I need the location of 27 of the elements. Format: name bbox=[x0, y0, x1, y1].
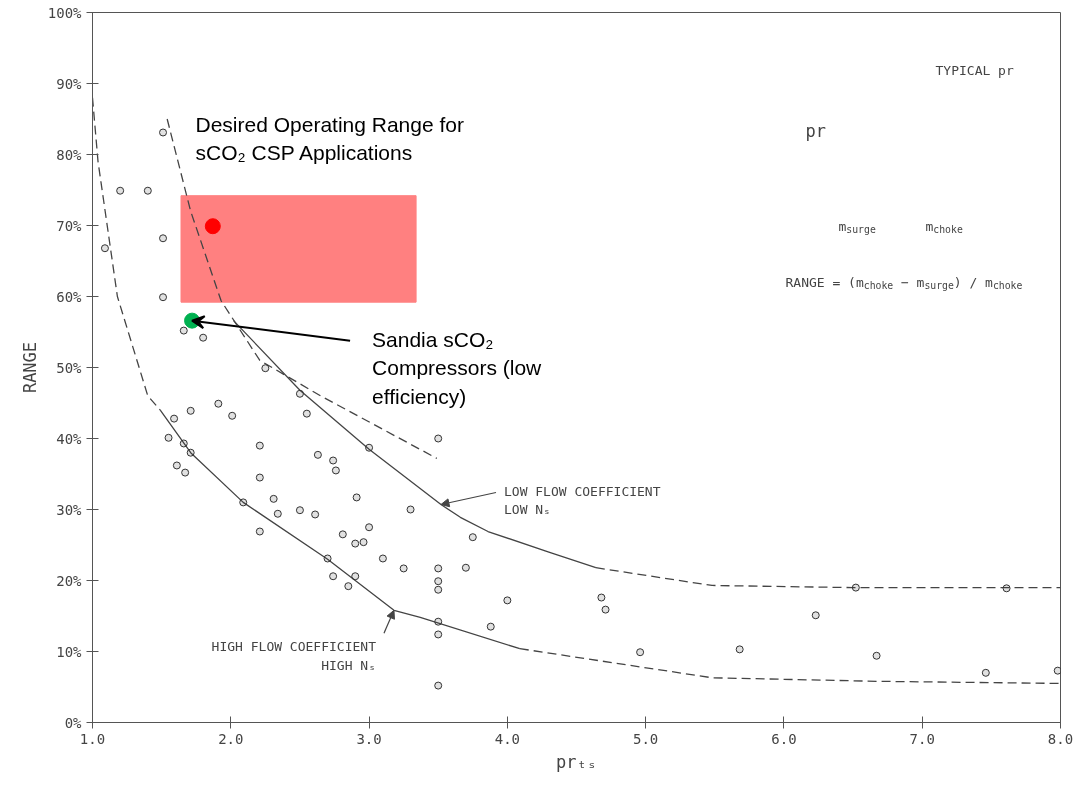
y-tick-label: 40% bbox=[56, 430, 83, 447]
y-tick-label: 90% bbox=[56, 75, 83, 92]
annotation: HIGH FLOW COEFFICIENT HIGH Nₛ bbox=[211, 639, 377, 674]
y-tick-label: 20% bbox=[56, 572, 83, 589]
annotation: Desired Operating Range for sCO₂ CSP Applications bbox=[195, 112, 464, 165]
y-tick-label: 0% bbox=[64, 714, 83, 731]
y-axis-title: RANGE bbox=[19, 341, 40, 394]
y-tick-label: 50% bbox=[56, 359, 83, 376]
annotation: Sandia sCO₂ Compressors (low efficiency) bbox=[372, 327, 543, 409]
y-tick-label: 30% bbox=[56, 501, 83, 518]
y-tick-label: 60% bbox=[56, 288, 83, 305]
x-tick-label: 8.0 bbox=[1047, 730, 1074, 747]
y-tick-label: 100% bbox=[47, 4, 83, 21]
x-tick-label: 2.0 bbox=[218, 730, 244, 747]
annotation: TYPICAL pr bbox=[935, 62, 1014, 78]
x-tick-label: 7.0 bbox=[909, 730, 935, 747]
y-tick-label: 70% bbox=[56, 217, 83, 234]
x-tick-label: 5.0 bbox=[633, 730, 659, 747]
x-axis-title: prₜₛ bbox=[556, 751, 597, 772]
x-tick-label: 4.0 bbox=[494, 730, 521, 747]
x-tick-label: 3.0 bbox=[356, 730, 382, 747]
annotation: LOW FLOW COEFFICIENT LOW Nₛ bbox=[503, 483, 661, 518]
x-tick-label: 6.0 bbox=[771, 730, 797, 747]
x-tick-label: 1.0 bbox=[79, 730, 106, 747]
y-tick-label: 80% bbox=[56, 146, 83, 163]
annotation: pr bbox=[805, 120, 826, 141]
y-tick-label: 10% bbox=[56, 643, 83, 660]
